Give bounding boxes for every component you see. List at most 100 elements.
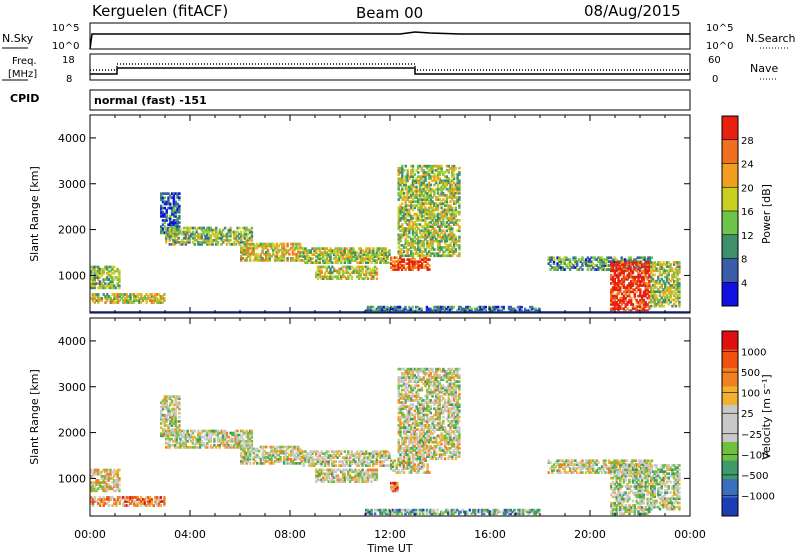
echo-cell: [420, 202, 424, 205]
echo-cell: [664, 275, 667, 279]
echo-cell: [653, 292, 656, 295]
echo-cell: [188, 230, 191, 234]
echo-cell: [97, 498, 100, 501]
echo-cell: [104, 502, 107, 505]
echo-cell: [161, 405, 165, 409]
echo-cell: [97, 269, 100, 273]
echo-cell: [429, 254, 432, 258]
echo-cell: [170, 196, 174, 200]
echo-cell: [191, 431, 195, 435]
echo-cell: [216, 443, 220, 447]
echo-cell: [247, 451, 250, 455]
echo-cell: [222, 431, 225, 435]
echo-cell: [150, 498, 154, 501]
echo-cell: [606, 268, 609, 271]
echo-cell: [190, 232, 193, 236]
echo-cell: [653, 298, 656, 302]
echo-cell: [513, 309, 516, 313]
echo-cell: [379, 305, 382, 309]
echo-cell: [449, 166, 452, 170]
echo-cell: [309, 259, 312, 262]
echo-cell: [165, 226, 168, 230]
echo-cell: [408, 461, 411, 464]
echo-cell: [191, 437, 195, 441]
echo-cell: [404, 175, 407, 178]
echo-cell: [445, 246, 449, 249]
echo-cell: [263, 460, 266, 463]
echo-cell: [350, 478, 354, 482]
echo-cell: [309, 251, 312, 254]
echo-cell: [320, 265, 323, 269]
echo-cell: [170, 407, 174, 411]
echo-cell: [500, 305, 504, 309]
echo-cell: [347, 275, 350, 279]
echo-cell: [106, 502, 109, 505]
echo-cell: [442, 185, 445, 189]
echo-cell: [116, 301, 120, 304]
echo-cell: [95, 282, 98, 285]
echo-cell: [381, 253, 384, 256]
echo-cell: [220, 236, 223, 240]
echo-cell: [427, 254, 431, 258]
echo-cell: [93, 286, 96, 290]
echo-cell: [357, 247, 361, 250]
echo-cell: [195, 446, 198, 449]
echo-cell: [178, 221, 181, 224]
echo-cell: [615, 303, 618, 306]
echo-cell: [381, 309, 384, 313]
echo-cell: [574, 260, 577, 263]
echo-cell: [435, 239, 438, 243]
echo-cell: [678, 300, 681, 304]
echo-cell: [648, 296, 651, 300]
echo-cell: [611, 275, 615, 279]
echo-cell: [452, 194, 456, 197]
echo-cell: [91, 278, 95, 281]
echo-cell: [114, 479, 118, 482]
echo-cell: [286, 257, 289, 260]
echo-cell: [322, 456, 325, 459]
echo-cell: [178, 204, 181, 208]
echo-cell: [567, 262, 570, 265]
echo-cell: [678, 284, 681, 287]
echo-cell: [382, 251, 386, 254]
echo-cell: [449, 254, 452, 258]
echo-cell: [270, 254, 273, 258]
echo-cell: [410, 171, 413, 174]
echo-cell: [600, 264, 604, 267]
echo-cell: [660, 290, 663, 293]
echo-cell: [417, 171, 420, 174]
echo-cell: [633, 267, 636, 271]
echo-cell: [315, 452, 318, 455]
echo-cell: [222, 443, 225, 447]
echo-cell: [583, 262, 586, 265]
echo-cell: [340, 460, 343, 463]
echo-cell: [442, 171, 445, 174]
echo-cell: [619, 290, 622, 294]
echo-cell: [452, 212, 456, 216]
echo-cell: [418, 196, 422, 199]
echo-cell: [332, 267, 336, 271]
echo-cell: [209, 439, 212, 443]
echo-cell: [451, 179, 454, 183]
echo-cell: [386, 464, 389, 467]
echo-cell: [329, 470, 332, 474]
echo-cell: [165, 232, 168, 236]
echo-cell: [97, 295, 100, 298]
echo-cell: [132, 502, 136, 505]
echo-cell: [213, 232, 216, 236]
echo-cell: [356, 480, 359, 483]
echo-cell: [307, 462, 311, 465]
echo-cell: [241, 462, 245, 465]
echo-cell: [209, 228, 212, 232]
echo-cell: [290, 246, 293, 250]
echo-cell: [318, 458, 321, 461]
echo-cell: [332, 269, 336, 273]
echo-cell: [406, 189, 409, 193]
echo-cell: [458, 206, 461, 210]
echo-cell: [422, 258, 426, 261]
echo-cell: [678, 296, 681, 300]
echo-cell: [327, 454, 330, 457]
echo-cell: [368, 474, 371, 478]
echo-cell: [163, 413, 166, 417]
echo-cell: [635, 282, 638, 285]
